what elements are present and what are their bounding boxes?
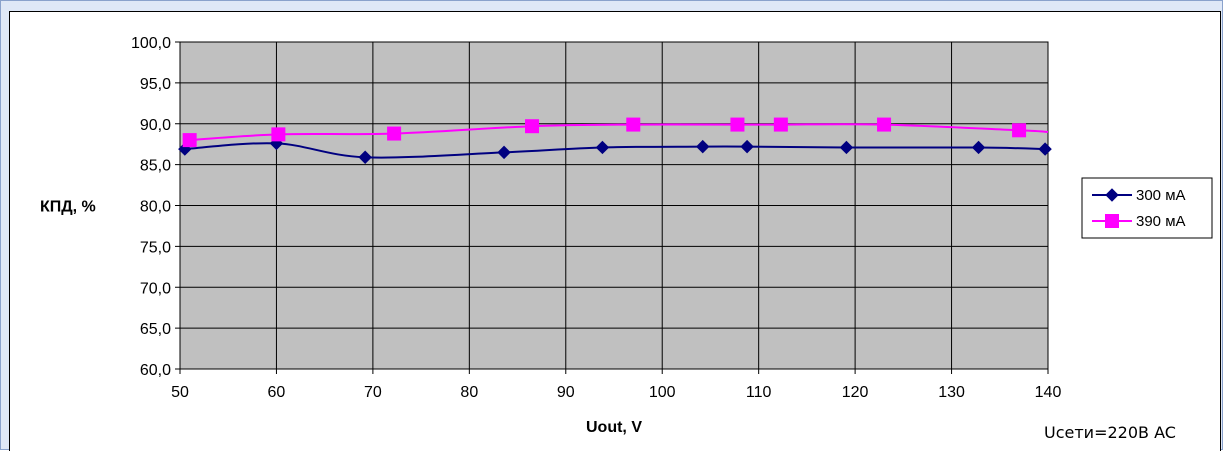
series-300-ма [178,136,1052,164]
data-point [595,140,610,155]
y-axis: 60,0 65,0 70,0 75,0 80,0 85,0 90,0 95,0 100,0 [131,35,180,379]
x-tick-label: 110 [746,384,772,401]
legend-label: 300 мА [1136,187,1186,204]
data-point [387,126,402,141]
y-tick-label: 70,0 [140,280,171,297]
data-point [696,139,710,154]
legend-marker [1105,214,1119,228]
series-390-ма [182,117,1049,148]
x-tick-label: 100 [649,384,676,401]
x-axis-title: Uout, V [586,419,642,436]
data-point [271,127,286,142]
y-tick-label: 90,0 [140,117,171,134]
x-tick-label: 90 [557,384,575,401]
y-tick-label: 100,0 [131,35,171,52]
line-chart: 60,0 65,0 70,0 75,0 80,0 85,0 90,0 95,0 100,0 50… [40,35,1213,442]
data-point [877,117,892,132]
mains-voltage-note: Uсети=220В AC [1044,423,1176,442]
data-point [182,133,197,148]
x-tick-label: 130 [938,384,965,401]
y-tick-label: 60,0 [140,362,171,379]
chart-area: 60,0 65,0 70,0 75,0 80,0 85,0 90,0 95,0 100,0 50… [9,11,1221,451]
data-point [1012,123,1027,138]
legend-label: 390 мА [1136,213,1186,230]
series-line [184,142,1046,159]
y-tick-label: 95,0 [140,76,171,93]
y-tick-label: 75,0 [140,239,171,256]
x-tick-label: 50 [171,384,189,401]
data-point [525,119,540,134]
x-tick-label: 120 [842,384,869,401]
y-tick-label: 85,0 [140,158,171,175]
data-point [1038,142,1052,156]
y-tick-label: 80,0 [140,199,171,216]
legend-marker [1105,188,1119,202]
data-point [730,117,745,132]
legend-box [1081,177,1213,239]
legend-item: 390 мА [1092,213,1186,230]
data-point [839,140,854,155]
x-tick-label: 70 [364,384,382,401]
data-point [497,145,511,160]
data-point [740,139,754,154]
series-line [189,123,1049,142]
data-point [773,117,788,132]
y-tick-label: 65,0 [140,321,171,338]
legend: 300 мА 390 мА [1081,177,1213,239]
x-axis: 50 60 70 80 90 100 110 120 130 140 [171,369,1061,401]
data-point [626,117,641,132]
x-tick-label: 60 [268,384,286,401]
legend-item: 300 мА [1092,187,1186,204]
data-point [358,150,372,164]
data-point [971,140,986,155]
y-axis-title: КПД, % [40,199,96,216]
series-layer [178,117,1052,164]
x-tick-label: 80 [460,384,478,401]
x-tick-label: 140 [1035,384,1062,401]
